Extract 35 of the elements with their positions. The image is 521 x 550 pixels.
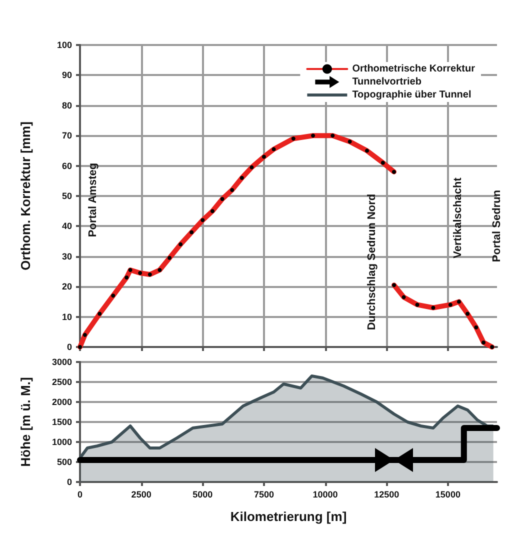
annotation: Durchschlag Sedrun Nord	[366, 194, 378, 330]
y-tick-label: 10	[62, 312, 72, 322]
y-tick-label: 100	[56, 40, 72, 50]
x-tick-label: 0	[77, 490, 83, 500]
y-tick-label: 0	[66, 342, 72, 352]
y-tick-label: 40	[62, 221, 72, 232]
y-tick-label: 30	[62, 251, 72, 262]
legend-label: Tunnelvortrieb	[352, 76, 422, 88]
y-tick-label: 1000	[52, 437, 72, 447]
y-tick-label: 50	[62, 191, 72, 201]
annotation: Vertikalschacht	[452, 177, 464, 258]
legend-label: Topographie über Tunnel	[352, 90, 472, 100]
y-tick-label: 2500	[52, 377, 72, 387]
y-tick-label: 60	[62, 160, 72, 171]
annotation: Portal Sedrun	[491, 190, 503, 262]
x-tick-label: 2500	[131, 490, 152, 500]
x-tick-label: 5000	[192, 490, 213, 500]
x-tick-label: 10000	[312, 490, 338, 500]
y-tick-label: 80	[62, 100, 72, 110]
y-tick-label: 3000	[52, 357, 72, 367]
y-tick-label: 20	[62, 282, 72, 292]
y-tick-label: 1500	[52, 417, 72, 427]
y-tick-label: 500	[56, 457, 72, 467]
x-tick-label: 12500	[374, 490, 400, 500]
x-axis-title: Kilometrierung [m]	[230, 509, 347, 524]
y-axis-title: Orthom. Korrektur [mm]	[18, 122, 33, 270]
y-tick-label: 2000	[52, 397, 72, 407]
y-tick-label: 90	[62, 70, 72, 80]
y-tick-label: 70	[62, 130, 72, 141]
annotation: Portal Amsteg	[87, 162, 99, 238]
legend-label: Orthometrische Korrektur	[352, 64, 476, 74]
x-tick-label: 7500	[254, 490, 274, 500]
y-axis-title: Höhe [m ü. M.]	[18, 377, 33, 467]
y-tick-label: 0	[66, 477, 72, 487]
x-tick-label: 15000	[435, 490, 460, 500]
